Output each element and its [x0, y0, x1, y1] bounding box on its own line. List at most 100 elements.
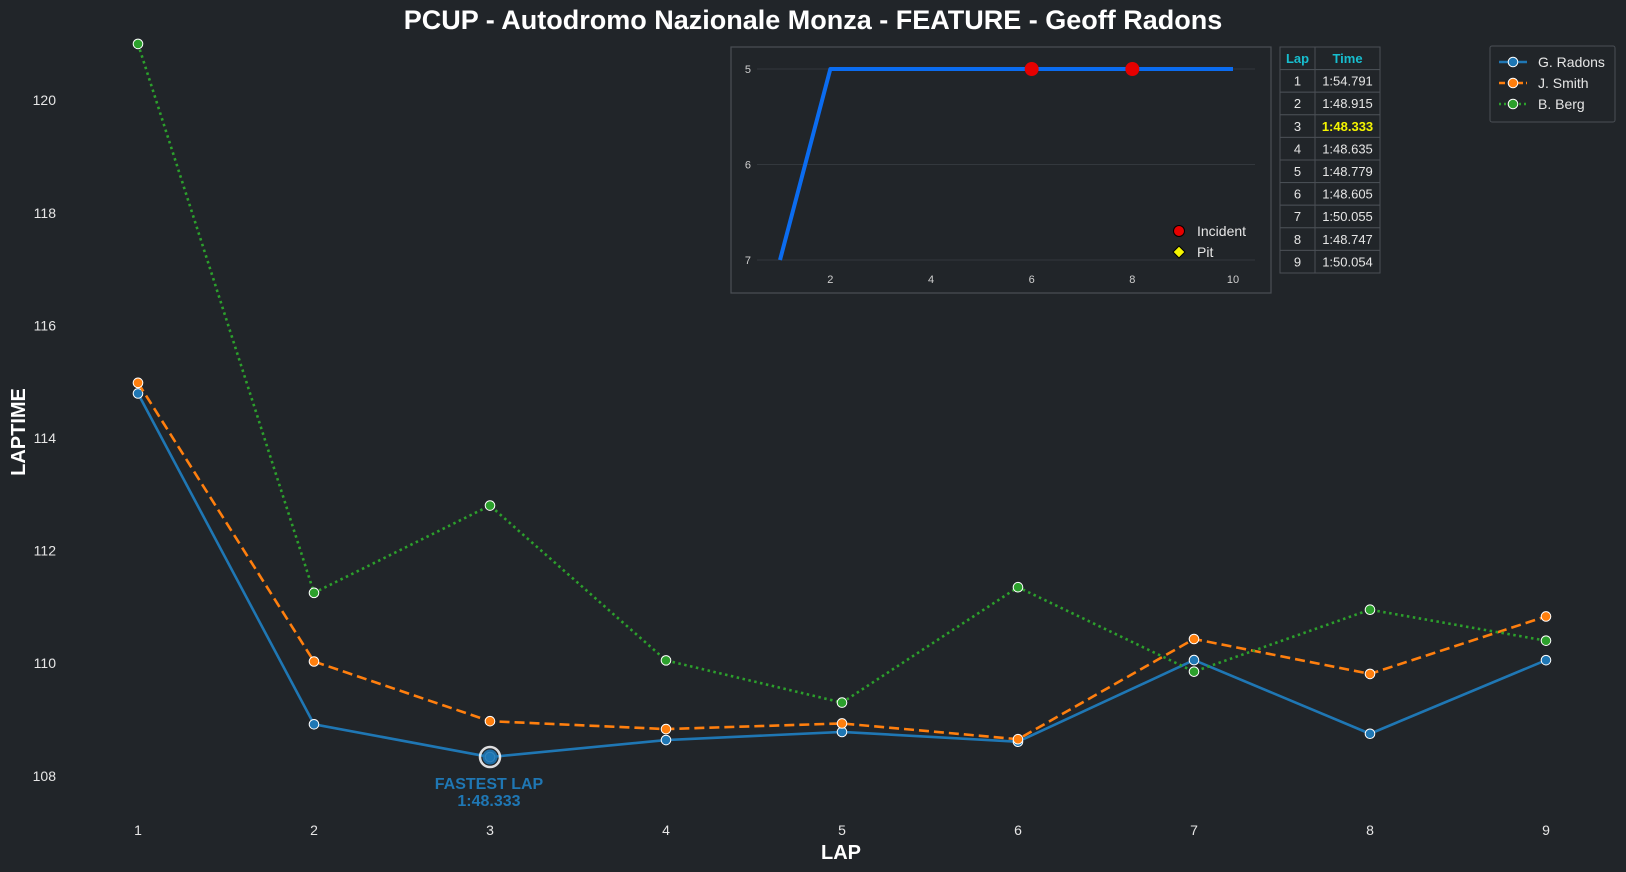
x-tick-label: 4 [662, 822, 670, 838]
inset-position-line [778, 67, 1233, 261]
data-point [836, 718, 848, 729]
legend-marker [1507, 77, 1519, 89]
legend-label: J. Smith [1538, 75, 1589, 91]
fastest-lap-time: 1:48.333 [457, 793, 520, 810]
data-point [132, 38, 144, 50]
y-tick-label: 110 [34, 655, 57, 671]
inset-legend-pit-icon [1172, 245, 1186, 259]
data-point [1188, 633, 1200, 645]
inset-y-tick: 5 [745, 64, 751, 76]
data-point [1188, 654, 1200, 666]
table-lap-time: 1:48.747 [1322, 232, 1373, 247]
y-tick-label: 108 [33, 768, 57, 784]
table-lap-number: 9 [1294, 254, 1301, 269]
table-lap-number: 5 [1294, 164, 1301, 179]
table-header-lap: Lap [1286, 51, 1309, 66]
chart-legend: G. Radons J. Smith B. Berg [1489, 45, 1616, 123]
fastest-lap-marker [482, 749, 498, 765]
table-lap-time: 1:48.779 [1322, 164, 1373, 179]
inset-frame [730, 46, 1272, 294]
y-tick-label: 118 [34, 205, 57, 221]
data-point [1012, 733, 1024, 745]
data-point [1540, 654, 1552, 666]
data-point [1540, 611, 1552, 622]
y-axis-label: LAPTIME [8, 388, 30, 476]
inset-x-tick: 2 [827, 274, 833, 286]
legend-frame [1489, 45, 1616, 123]
table-lap-number: 7 [1294, 209, 1301, 224]
y-tick-label: 116 [34, 317, 57, 333]
table-lap-time: 1:48.605 [1322, 187, 1373, 202]
x-tick-label: 5 [838, 822, 846, 838]
data-point [660, 723, 672, 735]
inset-legend-label: Pit [1197, 244, 1213, 260]
fastest-lap-label: FASTEST LAP [435, 776, 544, 793]
data-point [1188, 666, 1200, 677]
incident-marker [1024, 62, 1039, 76]
inset-legend-label: Incident [1197, 223, 1246, 239]
lap-time-table: Lap Time 1 1:54.791 2 1:48.915 3 1:48.333 4 1:48.… [1279, 46, 1381, 274]
table-lap-number: 3 [1294, 119, 1301, 134]
legend-marker [1507, 56, 1519, 68]
data-point [484, 500, 496, 511]
table-lap-time: 1:48.915 [1322, 96, 1373, 111]
data-point [308, 656, 320, 667]
data-point [132, 377, 144, 389]
inset-x-tick: 8 [1129, 274, 1135, 286]
x-tick-label: 9 [1542, 822, 1550, 838]
data-point [308, 718, 320, 730]
x-axis-label: LAP [821, 842, 861, 864]
fastest-lap-annotation: FASTEST LAP 1:48.333 [435, 776, 544, 810]
table-lap-time: 1:50.054 [1322, 254, 1373, 269]
table-cell-frame [1314, 249, 1381, 274]
table-lap-time: 1:48.635 [1322, 141, 1373, 156]
x-tick-label: 6 [1014, 822, 1022, 838]
table-lap-time: 1:50.055 [1322, 209, 1373, 224]
series-j-smith [132, 377, 1552, 745]
x-tick-label: 7 [1190, 822, 1198, 838]
data-point [484, 715, 496, 727]
fastest-lap-ring [478, 745, 502, 769]
x-tick-label: 1 [134, 822, 142, 838]
data-point [1364, 604, 1376, 616]
y-tick-label: 114 [34, 430, 57, 446]
inset-x-tick: 10 [1227, 274, 1239, 286]
chart-title: PCUP - Autodromo Nazionale Monza - FEATU… [404, 5, 1223, 35]
y-tick-label: 120 [33, 92, 57, 108]
y-tick-label: 112 [34, 543, 57, 559]
data-point [1540, 635, 1552, 646]
legend-label: B. Berg [1538, 96, 1585, 112]
data-point [836, 697, 848, 708]
series-line [136, 382, 1547, 741]
legend-label: G. Radons [1538, 54, 1605, 70]
table-header-time: Time [1332, 51, 1362, 66]
inset-y-tick: 6 [745, 160, 751, 172]
series-b-berg [132, 38, 1552, 708]
x-tick-label: 8 [1366, 822, 1374, 838]
table-lap-number: 2 [1294, 96, 1301, 111]
table-lap-number: 6 [1294, 187, 1301, 202]
x-tick-label: 2 [310, 822, 318, 838]
data-point [660, 655, 672, 666]
table-best-lap-time: 1:48.333 [1322, 119, 1373, 134]
data-point [308, 587, 320, 599]
data-point [1364, 668, 1376, 680]
legend-marker [1507, 98, 1519, 110]
position-inset: 5 6 7 2 4 6 8 10 Incident Pit [730, 46, 1272, 294]
table-lap-number: 4 [1294, 141, 1301, 156]
data-point [1364, 728, 1376, 740]
table-lap-number: 8 [1294, 232, 1301, 247]
incident-marker [1125, 62, 1140, 76]
inset-x-tick: 6 [1029, 274, 1035, 286]
data-point [660, 734, 672, 746]
x-tick-label: 3 [486, 822, 494, 838]
inset-x-tick: 4 [928, 274, 934, 286]
table-lap-time: 1:54.791 [1322, 74, 1373, 89]
table-lap-number: 1 [1294, 74, 1301, 89]
inset-legend-incident-icon [1173, 225, 1185, 237]
inset-y-tick: 7 [745, 255, 751, 267]
data-point [1012, 581, 1024, 593]
data-point [132, 388, 144, 399]
